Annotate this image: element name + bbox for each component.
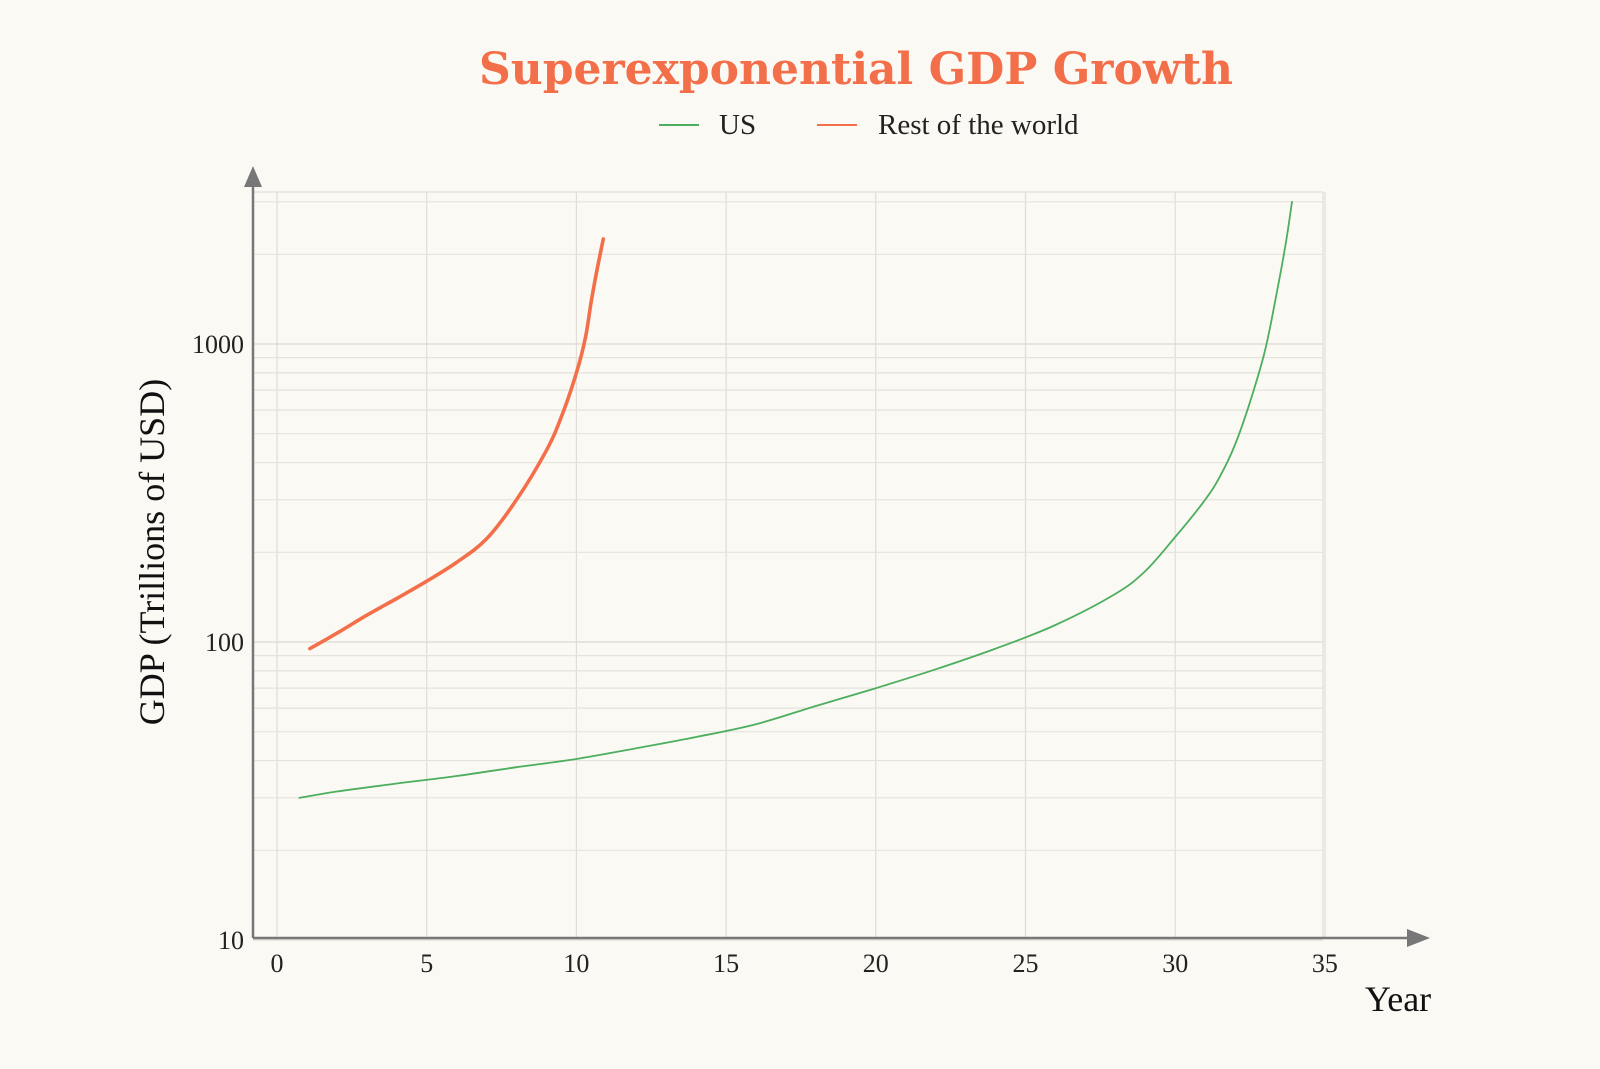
y-tick-labels: 10 100 1000 <box>192 330 244 955</box>
x-tick-label: 0 <box>271 949 284 978</box>
y-tick-label: 10 <box>218 926 244 955</box>
x-tick-label: 20 <box>863 949 889 978</box>
x-axis-title: Year <box>1365 979 1431 1019</box>
y-axis-arrow-icon <box>244 166 262 187</box>
legend-label-rest-of-world: Rest of the world <box>878 109 1079 141</box>
x-axis-arrow-icon <box>1407 929 1430 947</box>
grid <box>253 191 1326 941</box>
series-line-rest-of-world <box>308 237 606 651</box>
x-tick-label: 25 <box>1013 949 1039 978</box>
y-tick-label: 1000 <box>192 330 244 359</box>
axes <box>244 166 1430 947</box>
x-tick-label: 15 <box>713 949 739 978</box>
legend-label-us: US <box>719 109 756 141</box>
x-tick-label: 35 <box>1312 949 1338 978</box>
x-tick-labels: 0 5 10 15 20 25 30 35 <box>271 949 1338 978</box>
series-line-us <box>298 200 1293 799</box>
y-tick-label: 100 <box>205 628 244 657</box>
x-tick-label: 30 <box>1162 949 1188 978</box>
x-tick-label: 10 <box>563 949 589 978</box>
x-tick-label: 5 <box>420 949 433 978</box>
legend: US Rest of the world <box>659 109 1079 141</box>
series-layer <box>298 200 1293 799</box>
y-axis-title: GDP (Trillions of USD) <box>132 379 172 725</box>
chart-title: Superexponential GDP Growth <box>479 44 1233 95</box>
